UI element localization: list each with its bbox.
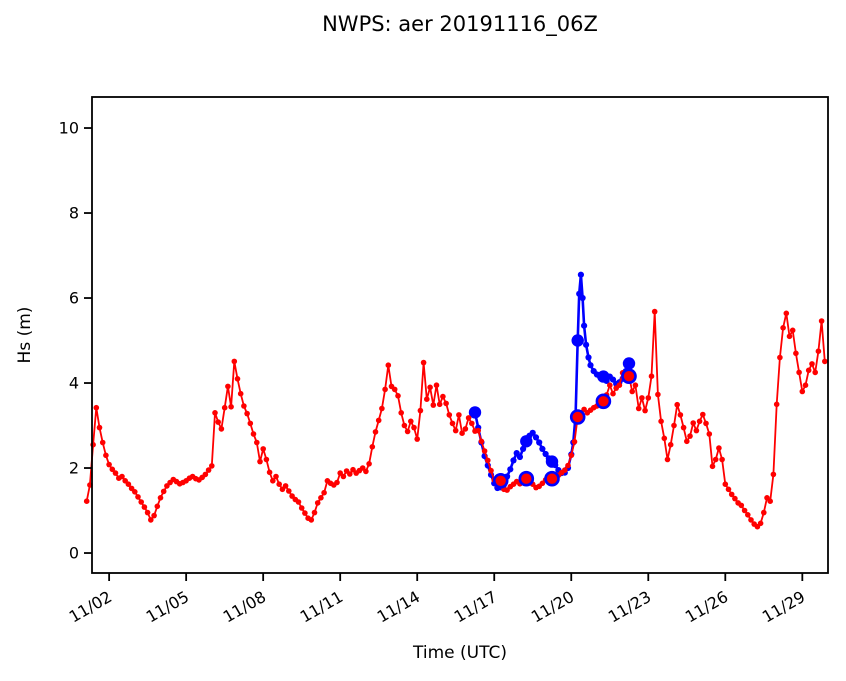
blue-model-trace-daily-dot bbox=[622, 357, 636, 370]
red-obs-trace-daily-dot bbox=[520, 473, 532, 485]
red-obs-trace-daily-dot bbox=[495, 475, 507, 487]
open-circle-marker bbox=[518, 470, 535, 487]
open-circle-marker bbox=[544, 470, 560, 487]
x-tick-label: 11/08 bbox=[220, 587, 269, 627]
red-obs-trace-daily-dot bbox=[546, 473, 558, 485]
y-tick-label: 0 bbox=[69, 544, 79, 563]
red-obs-trace-line bbox=[85, 310, 826, 528]
red-obs-trace-daily-dot bbox=[572, 411, 584, 423]
red-obs-trace bbox=[83, 308, 828, 530]
x-axis-label: Time (UTC) bbox=[412, 643, 507, 663]
open-circle-marker bbox=[569, 409, 586, 425]
y-tick-label: 6 bbox=[69, 289, 79, 308]
chart-title: NWPS: aer 20191116_06Z bbox=[322, 12, 598, 37]
x-tick-label: 11/14 bbox=[374, 587, 423, 627]
x-tick-label: 11/29 bbox=[759, 587, 808, 627]
blue-model-trace-daily-dot bbox=[571, 334, 584, 347]
x-axis: 11/02 11/05 11/08 11/11 11/14 11/17 11/20 11/23… bbox=[66, 573, 808, 627]
open-circle-markers bbox=[492, 368, 637, 489]
x-tick-label: 11/17 bbox=[451, 587, 500, 627]
y-tick-label: 8 bbox=[69, 204, 79, 223]
axes-frame bbox=[91, 96, 829, 574]
y-tick-label: 2 bbox=[69, 459, 79, 478]
x-tick-label: 11/26 bbox=[682, 587, 731, 627]
blue-model-trace-daily-dot bbox=[597, 370, 610, 383]
plot-border bbox=[91, 96, 829, 574]
red-obs-trace-daily-dot bbox=[623, 370, 635, 382]
open-circle-marker bbox=[492, 472, 509, 489]
blue-model-trace-daily-dot bbox=[520, 435, 533, 448]
x-tick-label: 11/23 bbox=[605, 587, 654, 627]
open-circle-marker bbox=[621, 368, 637, 385]
x-tick-label: 11/02 bbox=[66, 587, 115, 627]
y-axis: 0 2 4 6 8 10 bbox=[59, 119, 92, 563]
labels: NWPS: aer 20191116_06Z Time (UTC) Hs (m) bbox=[15, 12, 598, 663]
red-obs-trace-daily-dot bbox=[597, 395, 609, 407]
open-circle-marker bbox=[595, 393, 612, 410]
y-tick-label: 4 bbox=[69, 374, 79, 393]
blue-model-trace-daily-dot bbox=[545, 455, 559, 468]
x-tick-label: 11/11 bbox=[297, 587, 346, 627]
blue-model-trace-daily-dot bbox=[468, 406, 482, 419]
y-axis-label: Hs (m) bbox=[15, 307, 35, 364]
y-tick-label: 10 bbox=[59, 119, 79, 138]
blue-model-trace bbox=[468, 271, 636, 492]
x-tick-label: 11/05 bbox=[143, 587, 192, 627]
x-tick-label: 11/20 bbox=[528, 587, 577, 627]
